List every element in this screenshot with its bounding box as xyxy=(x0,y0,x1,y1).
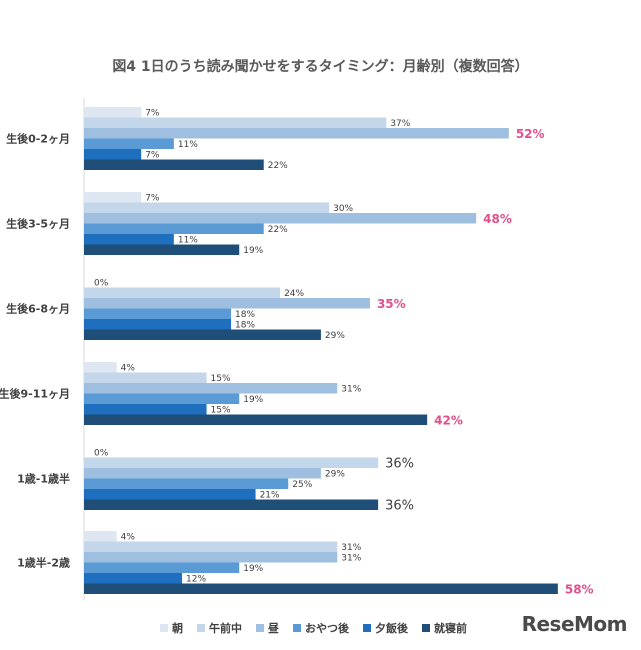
data-label: 19% xyxy=(243,246,263,256)
bar xyxy=(84,319,232,330)
data-label: 18% xyxy=(235,320,255,330)
bar xyxy=(84,383,338,394)
bar xyxy=(84,287,281,298)
legend-label: 午前中 xyxy=(209,622,242,635)
bar xyxy=(84,562,240,573)
data-label: 29% xyxy=(325,469,345,479)
legend-item: 夕飯後 xyxy=(363,620,408,636)
data-label: 7% xyxy=(145,108,160,118)
data-label: 30% xyxy=(333,204,353,214)
data-label: 0% xyxy=(94,448,109,458)
legend-label: 夕飯後 xyxy=(375,622,408,635)
bar xyxy=(84,213,477,224)
data-label: 22% xyxy=(268,225,288,235)
bar xyxy=(84,531,117,542)
category-label: 生後3-5ヶ月 xyxy=(6,217,70,231)
data-label: 25% xyxy=(292,480,312,490)
data-label: 52% xyxy=(516,127,545,141)
data-label: 31% xyxy=(341,384,361,394)
legend-item: 午前中 xyxy=(197,620,242,636)
data-label: 21% xyxy=(260,490,280,500)
bar xyxy=(84,128,509,139)
bar xyxy=(84,478,289,489)
legend-label: 就寝前 xyxy=(434,622,467,635)
legend-swatch xyxy=(256,624,264,632)
bar xyxy=(84,234,174,245)
bar xyxy=(84,457,379,468)
bar xyxy=(84,362,117,373)
bar xyxy=(84,414,428,425)
data-label: 19% xyxy=(243,395,263,405)
data-label: 11% xyxy=(178,140,198,150)
chart-title: 図4 1日のうち読み聞かせをするタイミング：月齢別（複数回答） xyxy=(112,59,529,75)
bar xyxy=(84,499,379,510)
data-label: 31% xyxy=(341,543,361,553)
resemom-logo: ReseMom xyxy=(521,612,628,636)
legend-swatch xyxy=(160,624,168,632)
bar xyxy=(84,468,321,479)
data-label: 18% xyxy=(235,310,255,320)
data-label: 12% xyxy=(186,574,206,584)
bar xyxy=(84,192,142,203)
data-label: 0% xyxy=(94,278,109,288)
category-label: 生後9-11ヶ月 xyxy=(0,387,70,401)
bar xyxy=(84,223,264,234)
bar xyxy=(84,138,174,149)
category-label: 1歳-1歳半 xyxy=(17,472,70,486)
bar xyxy=(84,329,321,340)
legend: 朝 午前中 昼 おやつ後 夕飯後 就寝前 xyxy=(160,620,467,636)
category-label: 1歳半-2歳 xyxy=(17,556,70,570)
bar xyxy=(84,117,387,128)
data-label: 42% xyxy=(434,413,463,427)
bar xyxy=(84,541,338,552)
legend-label: 昼 xyxy=(268,622,279,635)
data-label: 24% xyxy=(284,289,304,299)
data-label: 4% xyxy=(121,363,136,373)
data-label: 22% xyxy=(268,161,288,171)
legend-label: 朝 xyxy=(172,622,183,635)
data-label: 19% xyxy=(243,564,263,574)
data-label: 4% xyxy=(121,532,136,542)
data-label: 48% xyxy=(483,212,512,226)
data-label: 11% xyxy=(178,235,198,245)
bar xyxy=(84,298,370,309)
data-label: 29% xyxy=(325,331,345,341)
bar xyxy=(84,552,338,563)
data-label: 36% xyxy=(385,456,414,471)
bar xyxy=(84,202,330,213)
data-label: 7% xyxy=(145,150,160,160)
legend-item: 就寝前 xyxy=(422,620,467,636)
data-label: 35% xyxy=(377,297,406,311)
legend-item: おやつ後 xyxy=(293,620,349,636)
legend-item: 昼 xyxy=(256,620,279,636)
data-label: 31% xyxy=(341,553,361,563)
legend-swatch xyxy=(422,624,430,632)
legend-item: 朝 xyxy=(160,620,183,636)
category-label: 生後6-8ヶ月 xyxy=(6,302,70,316)
data-label: 58% xyxy=(565,582,594,596)
legend-swatch xyxy=(363,624,371,632)
data-label: 36% xyxy=(385,498,414,513)
bar xyxy=(84,583,558,594)
legend-label: おやつ後 xyxy=(305,622,349,635)
bar xyxy=(84,372,207,383)
legend-swatch xyxy=(293,624,301,632)
bar xyxy=(84,308,232,319)
bar xyxy=(84,489,256,500)
bar xyxy=(84,573,183,584)
legend-swatch xyxy=(197,624,205,632)
data-label: 15% xyxy=(211,405,231,415)
bar xyxy=(84,393,240,404)
bar xyxy=(84,159,264,170)
data-label: 37% xyxy=(390,119,410,129)
bar xyxy=(84,107,142,118)
data-label: 7% xyxy=(145,193,160,203)
bar xyxy=(84,404,207,415)
bar xyxy=(84,244,240,255)
bar xyxy=(84,149,142,160)
category-label: 生後0-2ヶ月 xyxy=(6,132,70,146)
data-label: 15% xyxy=(211,374,231,384)
